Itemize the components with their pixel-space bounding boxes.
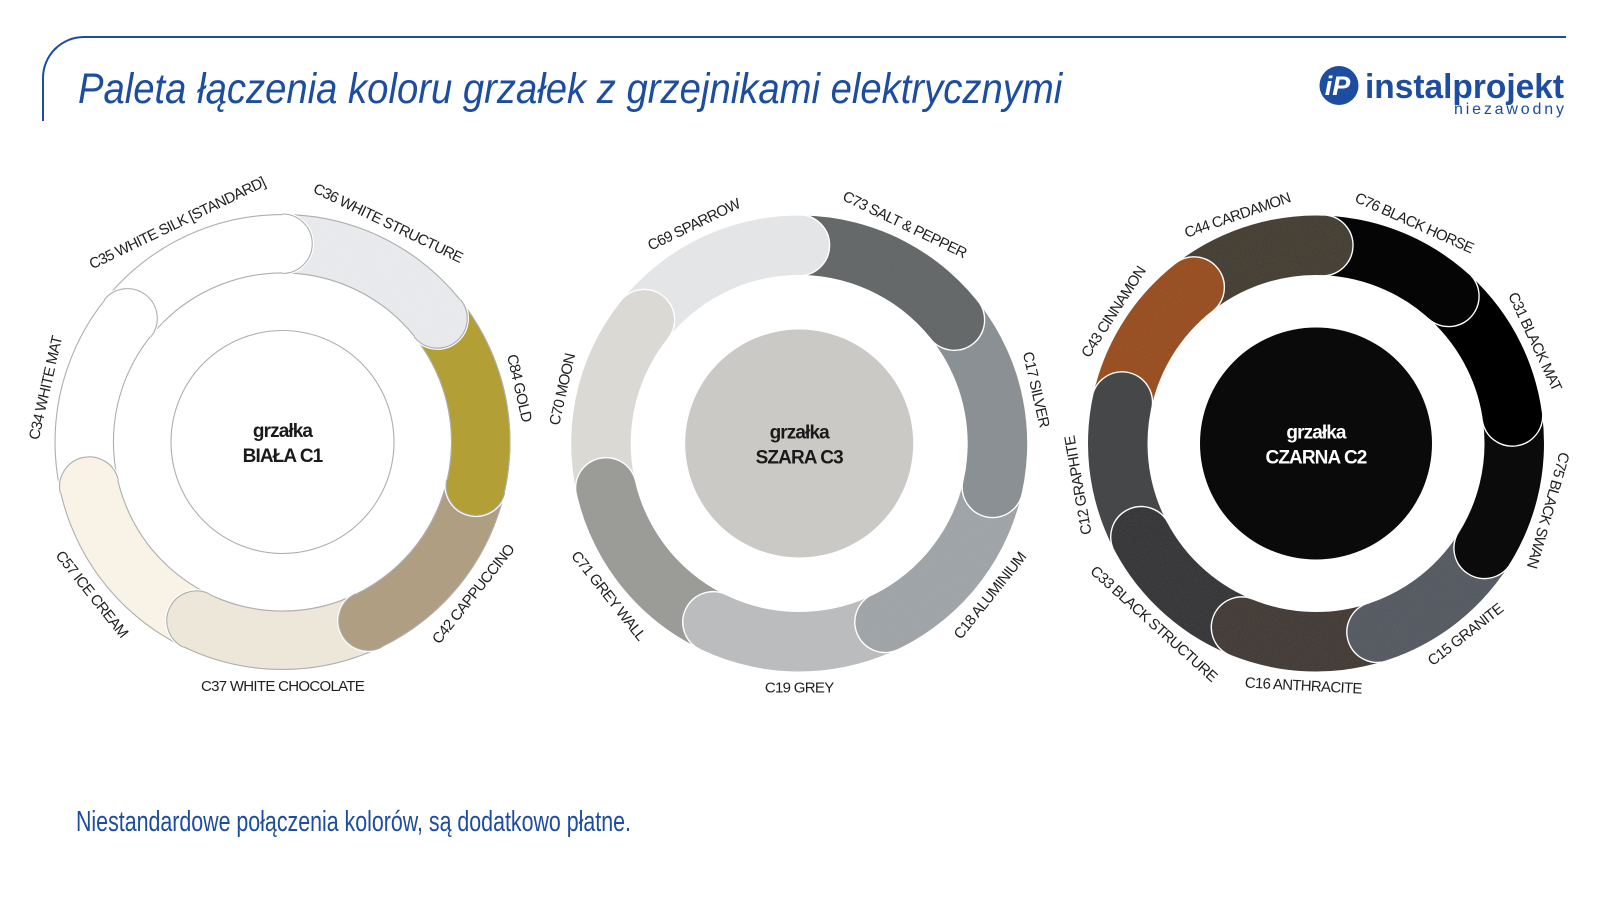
svg-text:CZARNA C2: CZARNA C2 [1266, 447, 1367, 468]
svg-text:C16 ANTHRACITE: C16 ANTHRACITE [1244, 675, 1362, 698]
svg-text:C37 WHITE CHOCOLATE: C37 WHITE CHOCOLATE [201, 678, 365, 695]
svg-text:instalprojekt: instalprojekt [1365, 68, 1564, 106]
svg-text:grzałka: grzałka [770, 423, 831, 444]
svg-text:C19 GREY: C19 GREY [765, 679, 834, 696]
svg-text:grzałka: grzałka [253, 421, 314, 442]
svg-text:grzałka: grzałka [1286, 423, 1347, 444]
svg-text:SZARA C3: SZARA C3 [756, 447, 843, 468]
svg-text:iP: iP [1325, 71, 1352, 101]
svg-text:BIAŁA C1: BIAŁA C1 [243, 446, 324, 467]
